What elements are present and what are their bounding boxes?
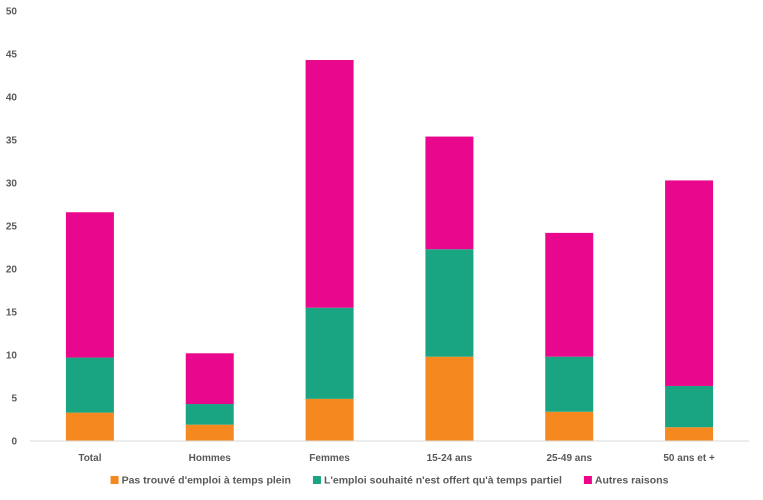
legend-swatch: [110, 476, 119, 484]
y-tick-label: 20: [6, 265, 18, 276]
legend-label: Autres raisons: [595, 475, 669, 487]
bar-segment: [185, 424, 234, 441]
legend-swatch: [312, 476, 321, 484]
bar-segment: [665, 385, 714, 428]
legend-item: Pas trouvé d'emploi à temps plein: [110, 475, 291, 487]
x-tick-label: 50 ans et +: [663, 453, 715, 464]
y-tick-label: 25: [6, 222, 18, 233]
legend: Pas trouvé d'emploi à temps plein L'emplo…: [110, 475, 669, 487]
y-tick-label: 5: [11, 394, 17, 405]
bar-segment: [305, 60, 354, 308]
bar-segment: [305, 307, 354, 399]
legend-item: Autres raisons: [583, 475, 669, 487]
bar-segment: [545, 411, 594, 441]
bar-segment: [185, 353, 234, 405]
y-tick-label: 50: [6, 7, 18, 18]
bar-segment: [185, 404, 234, 425]
bar-segment: [425, 249, 474, 357]
bar-segment: [665, 427, 714, 441]
plot-area: [65, 60, 714, 441]
legend-swatch: [583, 476, 592, 484]
y-tick-label: 45: [6, 50, 18, 61]
x-tick-label: 25-49 ans: [546, 453, 592, 464]
legend-label: L'emploi souhaité n'est offert qu'à temp…: [324, 475, 562, 487]
bar-segment: [65, 412, 114, 441]
x-tick-label: Hommes: [189, 453, 232, 464]
bar-segment: [665, 180, 714, 386]
y-tick-label: 15: [6, 308, 18, 319]
y-axis: 0 5 10 15 20 25 30 35 40 45 50: [6, 7, 18, 448]
bar-segment: [305, 398, 354, 441]
legend-item: L'emploi souhaité n'est offert qu'à temp…: [312, 475, 562, 487]
x-tick-label: Total: [78, 453, 101, 464]
y-tick-label: 40: [6, 93, 18, 104]
x-tick-label: 15-24 ans: [427, 453, 473, 464]
y-tick-label: 30: [6, 179, 18, 190]
y-tick-label: 35: [6, 136, 18, 147]
bar-segment: [425, 356, 474, 441]
bar-segment: [425, 136, 474, 250]
legend-label: Pas trouvé d'emploi à temps plein: [122, 475, 291, 487]
bar-segment: [65, 212, 114, 358]
x-tick-label: Femmes: [309, 453, 350, 464]
y-tick-label: 10: [6, 351, 18, 362]
bar-segment: [545, 232, 594, 357]
bar-segment: [65, 357, 114, 413]
x-axis: Total Hommes Femmes 15-24 ans 25-49 ans 50 an…: [78, 453, 715, 464]
bar-segment: [545, 356, 594, 412]
y-tick-label: 0: [11, 437, 17, 448]
